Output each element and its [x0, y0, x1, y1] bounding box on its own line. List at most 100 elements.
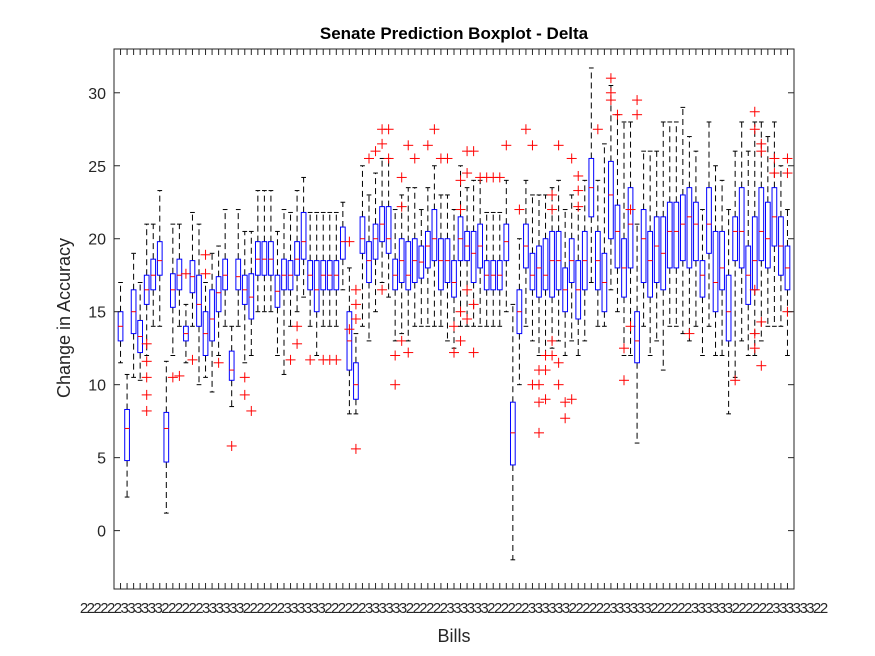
outlier-marker	[547, 204, 558, 215]
box-21	[246, 230, 257, 416]
outlier-marker	[449, 347, 459, 358]
x-tick-label: 2	[569, 600, 577, 617]
x-tick-label: 3	[793, 600, 801, 617]
box-iqr	[372, 223, 379, 260]
box-94	[725, 209, 732, 415]
box-26	[281, 209, 287, 375]
x-tick-label: 3	[446, 600, 454, 617]
box-103	[782, 153, 793, 356]
outlier-marker	[344, 236, 355, 247]
outlier-marker	[377, 138, 388, 149]
x-tick-label: 3	[806, 600, 814, 617]
x-tick-label: 2	[494, 600, 502, 617]
outlier-marker	[455, 204, 466, 215]
x-tick-label: 3	[379, 600, 387, 617]
y-tick-label: 10	[88, 378, 106, 395]
x-tick-label: 2	[277, 600, 285, 617]
outlier-marker	[534, 379, 544, 390]
box-iqr	[124, 408, 130, 462]
box-20	[239, 230, 250, 400]
box-iqr	[608, 160, 614, 240]
box-76	[605, 73, 616, 291]
outlier-marker	[749, 284, 760, 295]
outlier-marker	[455, 175, 466, 186]
box-58	[488, 172, 499, 327]
outlier-marker	[344, 324, 355, 335]
x-tick-label: 3	[725, 600, 733, 617]
outlier-marker	[141, 338, 152, 349]
box-47	[418, 209, 425, 327]
box-iqr	[470, 230, 477, 284]
box-87	[679, 106, 686, 335]
x-tick-label: 3	[630, 600, 638, 617]
outlier-marker	[547, 189, 558, 200]
outlier-marker	[462, 284, 473, 295]
outlier-marker	[377, 284, 388, 295]
box-19	[235, 209, 242, 327]
x-tick-label: 2	[664, 600, 672, 617]
box-iqr	[536, 245, 542, 298]
x-tick-label: 2	[338, 600, 346, 617]
box-101	[769, 121, 780, 327]
x-axis-label: Bills	[437, 626, 470, 646]
box-51	[442, 153, 453, 342]
box-89	[693, 150, 699, 327]
x-tick-label: 2	[589, 600, 597, 617]
box-63	[520, 124, 531, 327]
outlier-marker	[514, 204, 525, 215]
outlier-marker	[141, 389, 152, 400]
outlier-marker	[370, 146, 381, 157]
x-tick-label: 2	[684, 600, 692, 617]
box-67	[547, 187, 558, 361]
outlier-marker	[769, 153, 780, 164]
outlier-marker	[409, 153, 420, 164]
outlier-marker	[383, 153, 394, 164]
box-59	[494, 172, 505, 327]
outlier-marker	[468, 146, 479, 157]
outlier-marker	[350, 443, 361, 454]
box-77	[612, 109, 623, 313]
x-tick-label: 2	[582, 600, 590, 617]
x-tick-label: 2	[508, 600, 516, 617]
x-tick-label: 2	[813, 600, 821, 617]
x-tick-label: 2	[596, 600, 604, 617]
outlier-marker	[396, 201, 407, 212]
outlier-marker	[749, 124, 760, 135]
outlier-marker	[684, 328, 695, 339]
x-tick-label: 3	[297, 600, 305, 617]
box-iqr	[176, 258, 183, 291]
box-iqr	[156, 241, 163, 276]
box-iqr	[235, 258, 242, 291]
x-tick-label: 3	[460, 600, 468, 617]
box-iqr	[424, 230, 431, 269]
box-60	[501, 140, 512, 313]
x-tick-label: 3	[385, 600, 393, 617]
x-tick-label: 2	[603, 600, 611, 617]
outlier-marker	[239, 372, 250, 383]
box-44	[396, 172, 407, 346]
box-91	[706, 121, 712, 327]
box-iqr	[254, 241, 261, 276]
box-iqr	[281, 258, 287, 291]
y-tick-label: 15	[88, 305, 106, 322]
x-tick-label: 3	[236, 600, 244, 617]
x-tick-label: 2	[752, 600, 760, 617]
x-tick-label: 3	[134, 600, 142, 617]
box-38	[359, 165, 366, 327]
x-tick-label: 3	[474, 600, 482, 617]
outlier-marker	[749, 106, 760, 117]
box-9	[167, 223, 178, 383]
outlier-marker	[625, 321, 636, 332]
x-tick-label: 3	[127, 600, 135, 617]
box-75	[601, 143, 608, 327]
outlier-marker	[442, 153, 453, 164]
box-25	[274, 230, 281, 356]
x-tick-label: 2	[419, 600, 427, 617]
outlier-marker	[226, 440, 237, 451]
x-tick-label: 3	[637, 600, 645, 617]
box-iqr	[169, 273, 176, 308]
box-27	[285, 211, 296, 365]
x-tick-label: 3	[141, 600, 149, 617]
outlier-marker	[292, 338, 303, 349]
